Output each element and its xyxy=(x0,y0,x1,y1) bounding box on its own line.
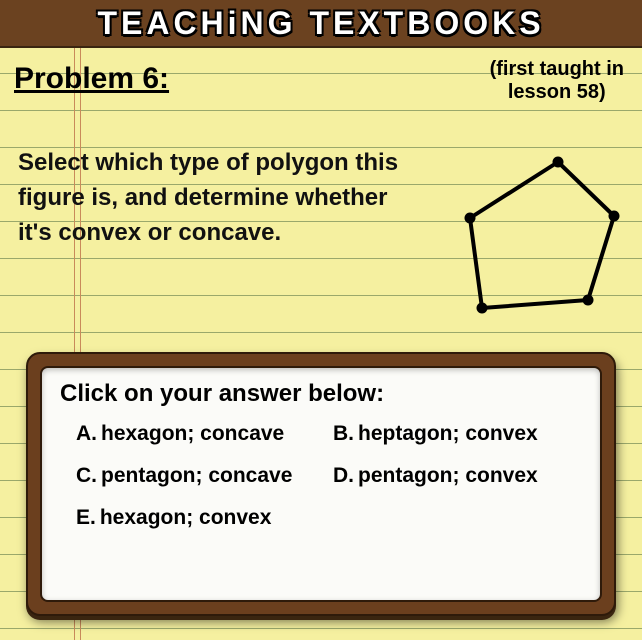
app-header: TEACHiNG TEXTBOOKS xyxy=(0,0,642,48)
answer-inner: Click on your answer below: A.hexagon; c… xyxy=(40,366,602,602)
option-e[interactable]: E.hexagon; convex xyxy=(76,506,325,530)
app-title: TEACHiNG TEXTBOOKS xyxy=(97,5,544,42)
option-letter: D. xyxy=(333,464,354,487)
option-text: heptagon; convex xyxy=(358,422,538,445)
problem-prompt: Select which type of polygon this figure… xyxy=(18,146,418,250)
option-text: pentagon; concave xyxy=(101,464,292,487)
taught-line-2: lesson 58) xyxy=(490,81,624,104)
option-b[interactable]: B.heptagon; convex xyxy=(333,422,582,446)
polygon-svg xyxy=(446,148,626,328)
option-a[interactable]: A.hexagon; concave xyxy=(76,422,325,446)
option-letter: C. xyxy=(76,464,97,487)
option-letter: E. xyxy=(76,506,96,529)
answer-options: A.hexagon; concave B.heptagon; convex C.… xyxy=(60,422,582,530)
option-d[interactable]: D.pentagon; convex xyxy=(333,464,582,488)
option-text: hexagon; convex xyxy=(100,506,272,529)
option-text: pentagon; convex xyxy=(358,464,538,487)
problem-label: Problem 6: xyxy=(14,62,169,96)
answer-header: Click on your answer below: xyxy=(60,380,582,408)
taught-note: (first taught in lesson 58) xyxy=(490,58,624,104)
option-text: hexagon; concave xyxy=(101,422,284,445)
taught-line-1: (first taught in xyxy=(490,58,624,81)
polygon-figure xyxy=(446,148,626,328)
option-letter: A. xyxy=(76,422,97,445)
option-letter: B. xyxy=(333,422,354,445)
paper-area: Problem 6: (first taught in lesson 58) S… xyxy=(0,48,642,640)
answer-board: Click on your answer below: A.hexagon; c… xyxy=(26,352,616,616)
option-c[interactable]: C.pentagon; concave xyxy=(76,464,325,488)
